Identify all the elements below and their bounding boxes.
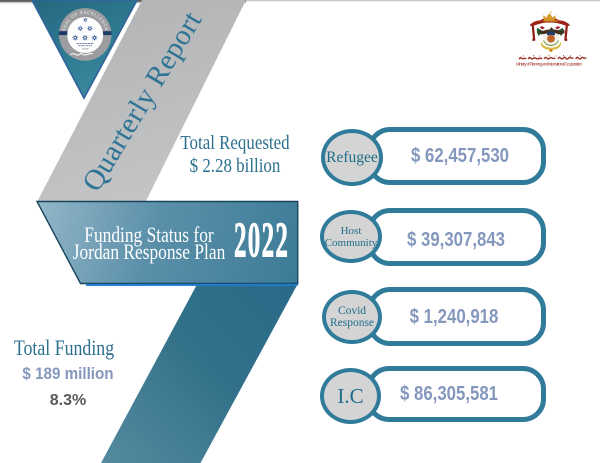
svg-text:Ministry of Planning and Inter: Ministry of Planning and International C…: [516, 61, 583, 66]
